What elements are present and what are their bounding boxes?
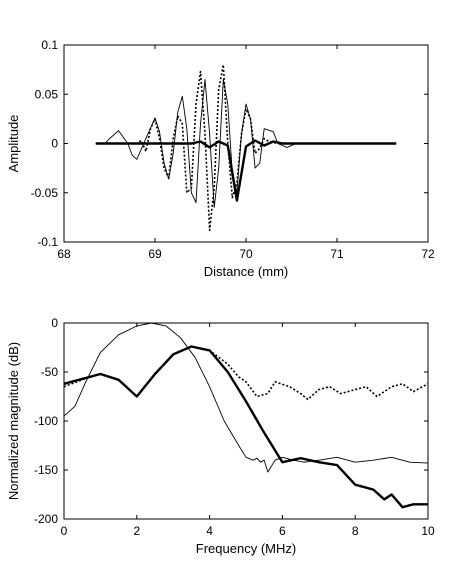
y-tick-label: 0.1	[41, 38, 58, 52]
y-axis-label: Amplitude	[6, 115, 21, 173]
y-axis-label: Normalized magnitude (dB)	[6, 342, 21, 500]
series-line-dotted	[95, 63, 397, 231]
x-tick-label: 72	[421, 247, 435, 261]
x-tick-label: 6	[279, 524, 286, 538]
series-line-thick	[95, 139, 397, 202]
series-line-thin	[63, 322, 429, 473]
series-line-thin	[95, 79, 397, 208]
y-tick-label: 0	[51, 137, 58, 151]
amplitude-vs-distance-chart: 68 69 70 71 72 -0.1 -0.05 0 0.05 0.1 Distance (mm…	[6, 38, 435, 279]
y-tick-label: 0.05	[35, 87, 59, 101]
y-tick-label: -100	[34, 414, 58, 428]
tick-labels: 0 2 4 6 8 10 -200 -150 -100 -50 0	[34, 316, 435, 538]
series-lines	[95, 63, 397, 231]
y-tick-label: -0.1	[37, 235, 58, 249]
x-tick-label: 8	[352, 524, 359, 538]
series-line-thick	[63, 345, 428, 509]
series-line-dotted	[63, 345, 429, 401]
y-tick-label: 0	[51, 316, 58, 330]
x-tick-label: 0	[61, 524, 68, 538]
y-tick-label: -150	[34, 463, 58, 477]
tick-marks	[63, 44, 429, 243]
x-tick-label: 68	[57, 247, 71, 261]
x-tick-label: 70	[239, 247, 253, 261]
y-tick-label: -200	[34, 512, 58, 526]
y-tick-label: -50	[41, 365, 59, 379]
x-axis-label: Distance (mm)	[204, 264, 289, 279]
x-tick-label: 10	[421, 524, 435, 538]
magnitude-vs-frequency-chart: 0 2 4 6 8 10-200-150-100-500 Frequency (MHz) …	[6, 316, 435, 556]
x-tick-label: 71	[330, 247, 344, 261]
x-tick-label: 2	[133, 524, 140, 538]
x-tick-label: 69	[148, 247, 162, 261]
x-axis-label: Frequency (MHz)	[196, 541, 296, 556]
x-tick-label: 4	[206, 524, 213, 538]
y-tick-label: -0.05	[31, 186, 59, 200]
tick-labels: 68 69 70 71 72 -0.1 -0.05 0 0.05 0.1	[31, 38, 435, 261]
series-lines	[63, 322, 429, 509]
